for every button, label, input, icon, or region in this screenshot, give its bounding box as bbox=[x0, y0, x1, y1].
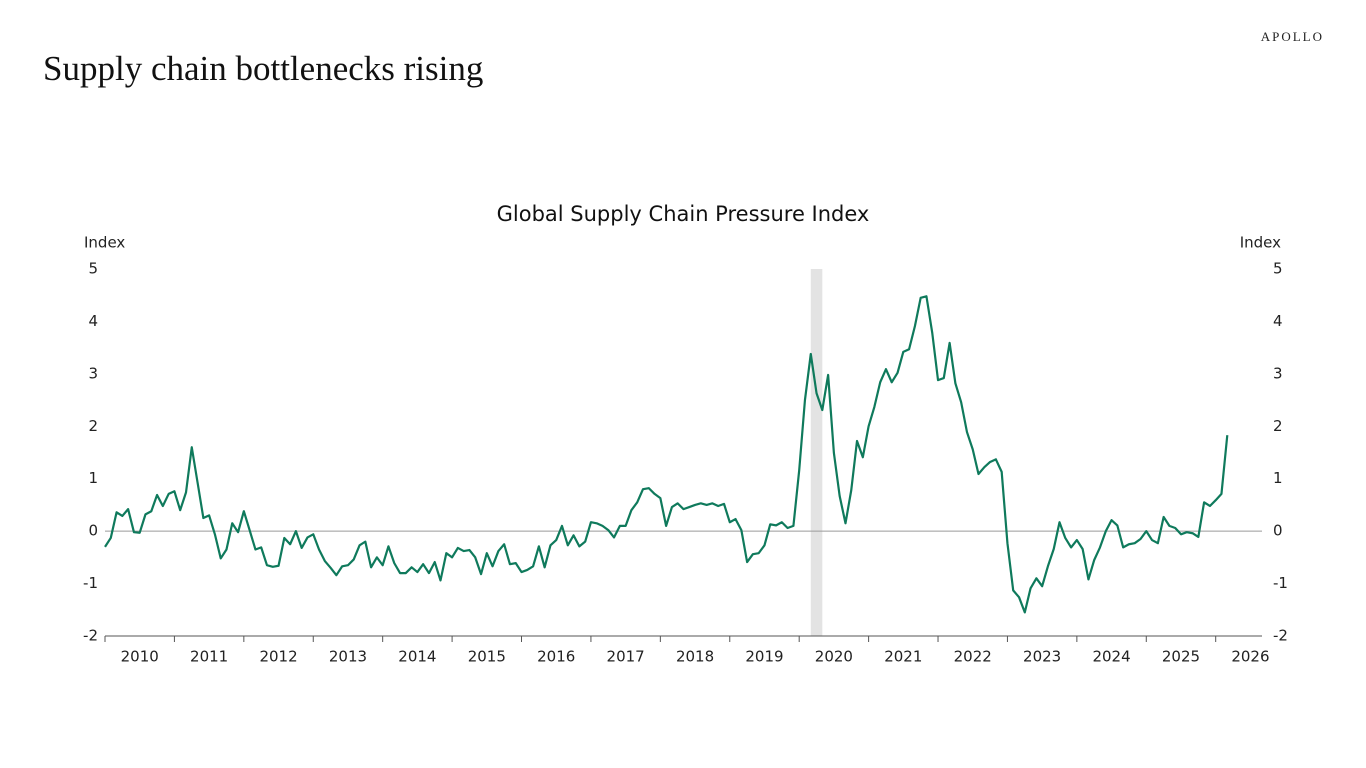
x-tick-label: 2015 bbox=[468, 648, 506, 666]
y2-axis-label: Index bbox=[1240, 234, 1281, 252]
chart-title: Global Supply Chain Pressure Index bbox=[497, 202, 870, 226]
x-tick-label: 2021 bbox=[884, 648, 922, 666]
y2-tick-label: -1 bbox=[1273, 574, 1288, 592]
y2-tick-label: -2 bbox=[1273, 627, 1288, 645]
y-axis-label: Index bbox=[84, 234, 125, 252]
y-tick-label: 4 bbox=[88, 312, 98, 330]
x-tick-label: 2011 bbox=[190, 648, 228, 666]
data-line bbox=[104, 295, 1229, 614]
x-tick-label: 2019 bbox=[745, 648, 783, 666]
y-tick-label: -1 bbox=[83, 574, 98, 592]
y2-tick-label: 4 bbox=[1273, 312, 1283, 330]
x-tick-label: 2024 bbox=[1092, 648, 1130, 666]
y-tick-label: 5 bbox=[88, 260, 98, 278]
y-tick-label: 1 bbox=[88, 469, 98, 487]
y2-tick-label: 2 bbox=[1273, 417, 1283, 435]
y2-tick-label: 5 bbox=[1273, 260, 1283, 278]
y2-tick-label: 3 bbox=[1273, 364, 1283, 382]
recession-shade bbox=[810, 269, 823, 636]
y-tick-label: -2 bbox=[83, 627, 98, 645]
headline: Supply chain bottlenecks rising bbox=[43, 49, 483, 88]
x-tick-label: 2023 bbox=[1023, 648, 1061, 666]
x-tick-label: 2014 bbox=[398, 648, 436, 666]
x-tick-label: 2022 bbox=[954, 648, 992, 666]
y2-tick-label: 0 bbox=[1273, 522, 1283, 540]
x-tick-label: 2020 bbox=[815, 648, 853, 666]
x-tick-label: 2017 bbox=[607, 648, 645, 666]
x-tick-label: 2025 bbox=[1162, 648, 1200, 666]
x-tick-label: 2016 bbox=[537, 648, 575, 666]
x-tick-label: 2026 bbox=[1231, 648, 1269, 666]
y2-tick-label: 1 bbox=[1273, 469, 1283, 487]
x-tick-label: 2013 bbox=[329, 648, 367, 666]
x-tick-label: 2018 bbox=[676, 648, 714, 666]
x-tick-label: 2010 bbox=[121, 648, 159, 666]
brand: APOLLO bbox=[1261, 29, 1324, 44]
y-tick-label: 2 bbox=[88, 417, 98, 435]
x-tick-label: 2012 bbox=[259, 648, 297, 666]
y-tick-label: 3 bbox=[88, 364, 98, 382]
y-tick-label: 0 bbox=[88, 522, 98, 540]
